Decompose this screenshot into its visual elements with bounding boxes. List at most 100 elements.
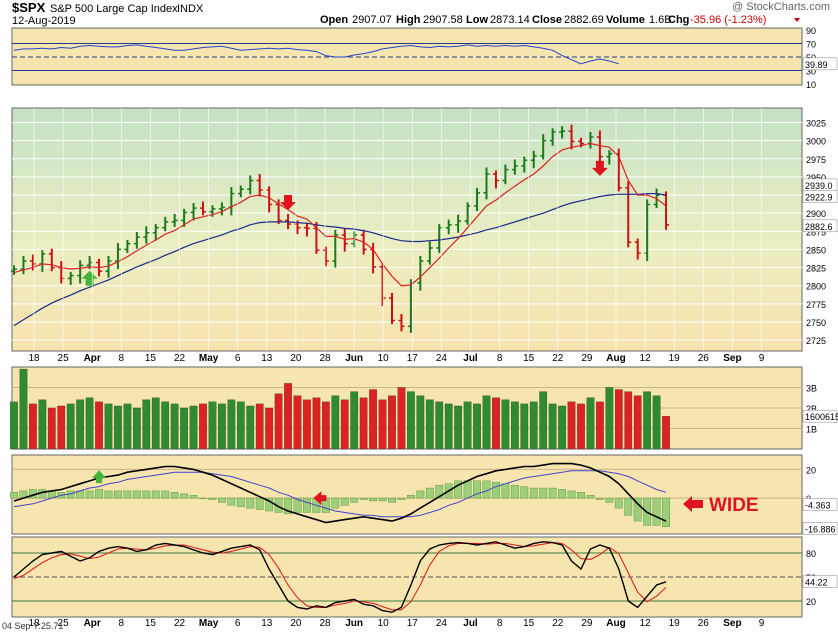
volume-bar (350, 391, 359, 450)
volume-bar (265, 407, 274, 450)
volume-tick-label: 2B (806, 404, 817, 414)
macd-histogram-bar (473, 480, 481, 499)
open-value: 2907.07 (352, 14, 392, 26)
volume-bar (567, 401, 576, 450)
price-x-tick-label: 19 (669, 353, 681, 364)
volume-bar (331, 395, 340, 450)
rsi-tick-label: 90 (806, 26, 816, 36)
macd-histogram-bar (633, 497, 642, 522)
macd-line (13, 462, 667, 524)
price-panel (11, 107, 803, 352)
volume-bar (142, 399, 151, 450)
volume-bar (378, 399, 387, 450)
macd-histogram-bar (303, 497, 311, 513)
volume-bar (47, 407, 56, 450)
left-arrow-icon (683, 496, 703, 512)
price-x-tick-label: 26 (698, 353, 710, 364)
price-layer: 3025300029752950292529002875285028252800… (11, 108, 838, 629)
price-tick-label: 2750 (806, 318, 826, 328)
bottom-x-tick-label: 25 (58, 618, 70, 629)
macd-histogram-bar (331, 497, 340, 509)
ema-slow-line (13, 193, 667, 327)
macd-histogram-bar (567, 490, 576, 499)
price-x-tick-label: 29 (581, 353, 593, 364)
volume-bar (397, 387, 406, 450)
macd-histogram-bar (132, 490, 141, 499)
volume-bar (425, 399, 434, 450)
price-x-tick-label: Apr (84, 353, 101, 364)
macd-histogram-bar (85, 490, 94, 499)
volume-bar (132, 407, 141, 450)
volume-bar (57, 405, 66, 450)
down-arrow-icon (591, 160, 608, 176)
bottom-x-tick-label: Sep (723, 618, 741, 629)
volume-bar (359, 397, 368, 450)
macd-histogram-bar (605, 497, 614, 503)
price-label-ema-fast: 2922.9 (805, 193, 833, 203)
volume-bar (444, 403, 453, 450)
price-x-tick-label: Jul (463, 353, 478, 364)
macd-histogram-bar (510, 484, 519, 499)
volume-bar (19, 368, 28, 450)
price-label-ema-fast-box (802, 190, 838, 203)
macd-histogram-bar (614, 497, 623, 509)
price-x-tick-label: 13 (261, 353, 273, 364)
price-x-tick-label: 8 (497, 353, 503, 364)
low-label: Low (466, 14, 488, 26)
macd-signal-last-value-box (802, 522, 838, 535)
price-tick-label: 2800 (806, 282, 826, 292)
volume-bar (123, 403, 132, 450)
volume-bar (293, 395, 302, 450)
rsi-last-value-box (802, 57, 838, 71)
price-x-tick-label: Aug (606, 353, 625, 364)
dropdown-arrow-icon[interactable] (794, 18, 800, 22)
macd-histogram-bar (227, 497, 236, 506)
bottom-x-tick-label: 29 (581, 618, 593, 629)
price-x-tick-label: 24 (436, 353, 448, 364)
volume-bar (605, 387, 614, 450)
stoch-k-line (13, 541, 667, 613)
date-label: 12-Aug-2019 (12, 15, 76, 27)
macd-histogram-bar (95, 489, 103, 499)
price-label-ema-slow: 2939.0 (805, 181, 833, 191)
volume-bar (340, 399, 349, 450)
macd-histogram-bar (378, 497, 387, 502)
bottom-x-tick-label: 28 (319, 618, 331, 629)
open-label: Open (320, 14, 348, 26)
price-x-tick-label: 15 (523, 353, 535, 364)
exchange-label: INDX (177, 3, 204, 15)
bottom-x-tick-label: 13 (261, 618, 273, 629)
volume-bar (321, 401, 330, 450)
price-x-tick-label: 8 (119, 353, 125, 364)
volume-bar (407, 391, 415, 450)
ema-fast-line (13, 142, 667, 287)
macd-histogram-bar (407, 495, 415, 499)
volume-bar (95, 401, 103, 450)
volume-tick-label: 1B (806, 425, 817, 435)
volume-bar (199, 403, 207, 450)
volume-bar (180, 407, 188, 450)
volume-bar (463, 401, 472, 450)
macd-histogram-bar (577, 492, 585, 499)
macd-histogram-bar (539, 487, 548, 499)
volume-layer: 3B 2B 1B 1600615 (10, 368, 838, 450)
price-tick-label: 2825 (806, 264, 826, 274)
volume-bar (586, 397, 595, 450)
volume-bar (501, 399, 510, 450)
macd-histogram-bar (189, 495, 198, 499)
macd-last-value: -4.363 (805, 500, 831, 510)
macd-histogram-bar (255, 497, 264, 510)
chg-label: Chg (668, 14, 689, 26)
volume-bar (284, 383, 292, 450)
rsi-tick-label: 30 (806, 67, 816, 77)
macd-tick-label: 20 (806, 465, 816, 475)
close-label: Close (532, 14, 562, 26)
watermark-label: @ StockCharts.com (732, 1, 830, 13)
volume-label: Volume (606, 14, 645, 26)
bottom-x-tick-label: Aug (606, 618, 625, 629)
macd-histogram-bar (652, 497, 661, 526)
volume-bar (85, 397, 94, 450)
macd-histogram-bar (265, 497, 274, 512)
bottom-x-tick-label: 15 (523, 618, 535, 629)
